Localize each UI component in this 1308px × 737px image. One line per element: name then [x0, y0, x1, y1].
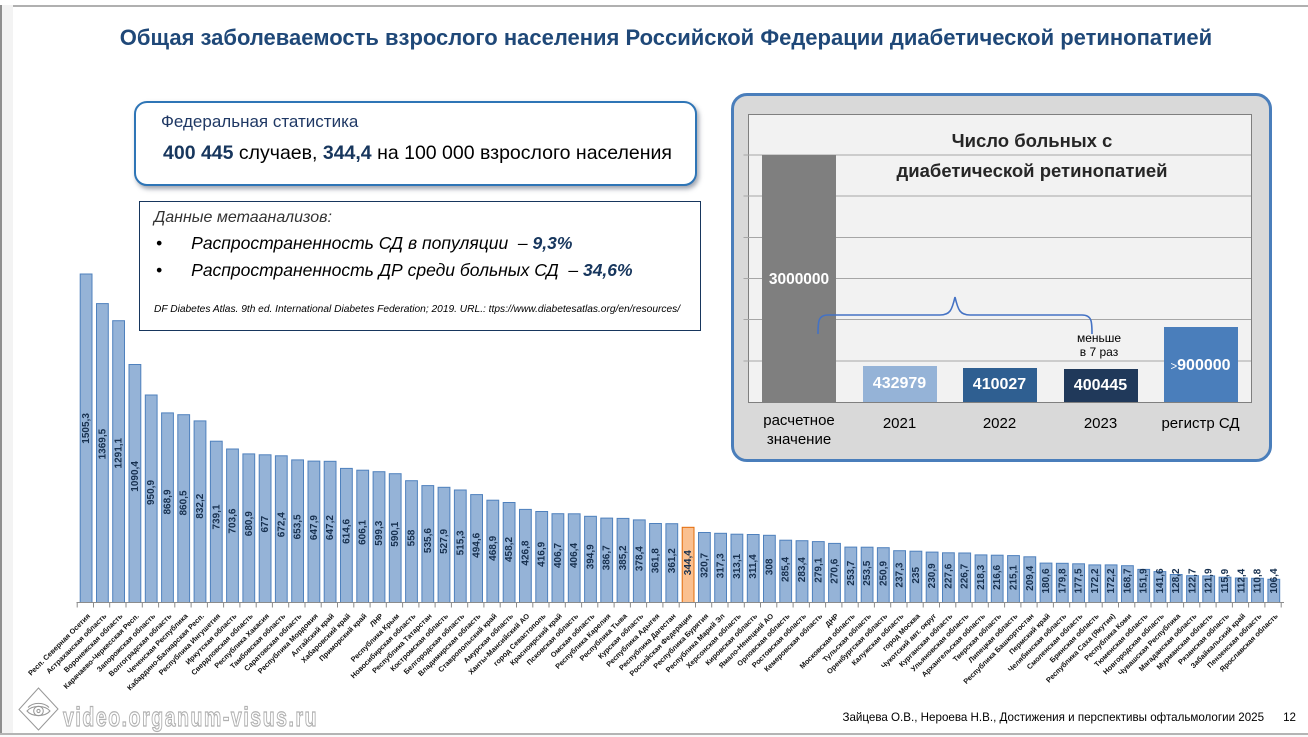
svg-text:253,7: 253,7 — [846, 560, 857, 585]
svg-text:672,4: 672,4 — [276, 512, 287, 537]
svg-text:680,9: 680,9 — [244, 511, 255, 536]
svg-text:385,2: 385,2 — [618, 545, 629, 570]
svg-text:739,1: 739,1 — [211, 504, 222, 529]
svg-text:832,2: 832,2 — [195, 493, 206, 518]
svg-text:606,1: 606,1 — [358, 519, 369, 544]
svg-text:860,5: 860,5 — [179, 490, 190, 515]
svg-text:590,1: 590,1 — [390, 521, 401, 546]
svg-text:320,7: 320,7 — [699, 552, 710, 577]
svg-text:172,2: 172,2 — [1106, 568, 1117, 593]
svg-text:226,7: 226,7 — [960, 563, 971, 588]
svg-text:216,6: 216,6 — [992, 564, 1003, 589]
svg-text:426,8: 426,8 — [520, 540, 531, 565]
svg-text:386,7: 386,7 — [602, 545, 613, 570]
svg-text:950,9: 950,9 — [146, 480, 157, 505]
svg-text:235: 235 — [911, 567, 922, 584]
svg-text:311,4: 311,4 — [748, 554, 759, 579]
svg-text:394,9: 394,9 — [586, 544, 597, 569]
svg-text:313,1: 313,1 — [732, 553, 743, 578]
svg-text:110,8: 110,8 — [1253, 568, 1264, 593]
svg-text:172,2: 172,2 — [1090, 568, 1101, 593]
svg-text:227,6: 227,6 — [943, 563, 954, 588]
svg-text:122,7: 122,7 — [1188, 568, 1199, 593]
svg-text:599,3: 599,3 — [374, 520, 385, 545]
svg-text:653,5: 653,5 — [293, 514, 304, 539]
svg-text:141,6: 141,6 — [1155, 568, 1166, 593]
svg-text:703,6: 703,6 — [228, 508, 239, 533]
svg-text:468,9: 468,9 — [488, 535, 499, 560]
svg-text:237,3: 237,3 — [895, 562, 906, 587]
svg-text:558: 558 — [407, 529, 418, 546]
svg-text:285,4: 285,4 — [781, 557, 792, 582]
svg-text:1291,1: 1291,1 — [114, 437, 125, 468]
svg-text:121,9: 121,9 — [1204, 568, 1215, 593]
svg-text:1369,5: 1369,5 — [97, 428, 108, 459]
svg-text:218,3: 218,3 — [976, 564, 987, 589]
svg-text:250,9: 250,9 — [878, 561, 889, 586]
svg-text:361,2: 361,2 — [667, 548, 678, 573]
svg-text:677: 677 — [260, 515, 271, 532]
svg-text:106,4: 106,4 — [1269, 568, 1280, 593]
svg-text:283,4: 283,4 — [797, 557, 808, 582]
svg-text:361,8: 361,8 — [651, 548, 662, 573]
svg-text:230,9: 230,9 — [927, 563, 938, 588]
svg-text:308: 308 — [764, 558, 775, 575]
svg-text:647,9: 647,9 — [309, 515, 320, 540]
svg-text:180,6: 180,6 — [1041, 568, 1052, 593]
svg-text:1505,3: 1505,3 — [81, 413, 92, 444]
svg-text:535,6: 535,6 — [423, 528, 434, 553]
svg-text:614,6: 614,6 — [341, 518, 352, 543]
svg-text:527,9: 527,9 — [439, 528, 450, 553]
svg-text:253,5: 253,5 — [862, 560, 873, 585]
svg-text:458,2: 458,2 — [504, 537, 515, 562]
svg-text:215,1: 215,1 — [1009, 565, 1020, 590]
svg-text:video.organum-visus.ru: video.organum-visus.ru — [63, 702, 318, 732]
svg-text:378,4: 378,4 — [634, 546, 645, 571]
svg-text:279,1: 279,1 — [813, 557, 824, 582]
svg-text:270,6: 270,6 — [830, 558, 841, 583]
svg-text:317,3: 317,3 — [716, 553, 727, 578]
svg-text:406,4: 406,4 — [569, 543, 580, 568]
svg-text:406,7: 406,7 — [553, 543, 564, 568]
svg-text:344,4: 344,4 — [683, 550, 694, 575]
svg-text:1090,4: 1090,4 — [130, 461, 141, 492]
svg-text:177,5: 177,5 — [1074, 568, 1085, 593]
svg-text:416,9: 416,9 — [537, 541, 548, 566]
svg-text:868,9: 868,9 — [163, 489, 174, 514]
svg-text:209,4: 209,4 — [1025, 565, 1036, 590]
svg-text:128,2: 128,2 — [1171, 568, 1182, 593]
svg-text:151,9: 151,9 — [1139, 568, 1150, 593]
svg-text:115,9: 115,9 — [1220, 568, 1231, 593]
svg-text:168,7: 168,7 — [1122, 568, 1133, 593]
svg-text:112,4: 112,4 — [1236, 568, 1247, 593]
svg-text:515,3: 515,3 — [455, 530, 466, 555]
svg-text:647,2: 647,2 — [325, 515, 336, 540]
svg-text:179,8: 179,8 — [1057, 568, 1068, 593]
svg-text:494,6: 494,6 — [472, 532, 483, 557]
